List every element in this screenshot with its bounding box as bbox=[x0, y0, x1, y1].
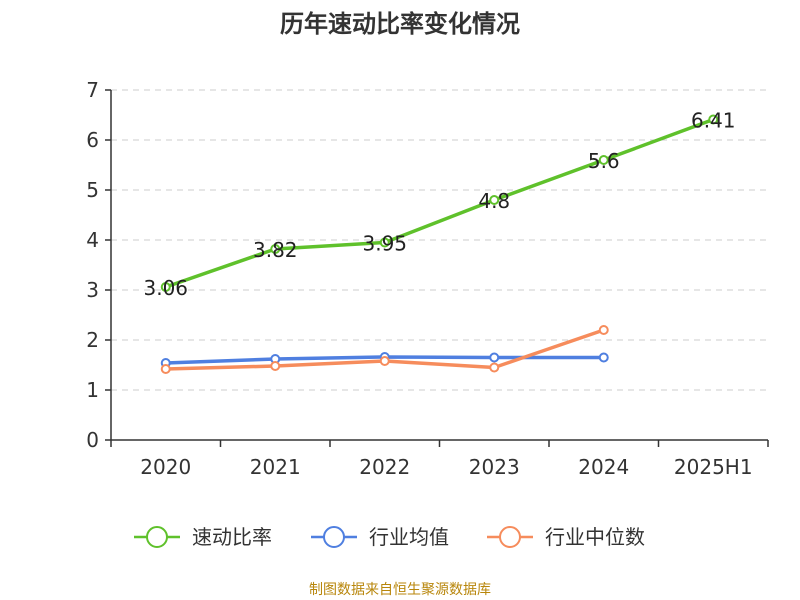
legend-marker-1 bbox=[146, 526, 168, 548]
x-tick-label: 2022 bbox=[359, 455, 410, 479]
series-point-1 bbox=[708, 114, 719, 125]
data-label: 3.95 bbox=[362, 232, 407, 256]
data-label: 4.8 bbox=[478, 189, 510, 213]
legend-label-2: 行业均值 bbox=[369, 525, 449, 549]
series-point-3 bbox=[489, 362, 500, 373]
data-label: 6.41 bbox=[691, 109, 736, 133]
x-tick-label: 2021 bbox=[250, 455, 301, 479]
series-point-1 bbox=[489, 195, 500, 205]
series-point-3 bbox=[160, 364, 171, 374]
y-tick-label: 6 bbox=[86, 128, 99, 152]
data-label: 3.06 bbox=[143, 276, 188, 300]
data-label: 5.6 bbox=[588, 149, 620, 173]
legend: 速动比率 行业均值 行业中位数 bbox=[134, 525, 645, 549]
legend-marker-3 bbox=[499, 526, 521, 548]
series-point-2 bbox=[598, 352, 609, 363]
axes: 0 1 2 3 4 5 6 7 2020 2021 2022 2023 2024 2025H1 bbox=[86, 78, 769, 479]
legend-marker-2 bbox=[323, 526, 345, 548]
chart-title: 历年速动比率变化情况 bbox=[280, 10, 520, 38]
series-point-1 bbox=[270, 244, 281, 254]
y-tick-label: 7 bbox=[86, 78, 99, 102]
series-point-1 bbox=[598, 155, 609, 165]
series-point-1 bbox=[160, 282, 171, 292]
series-point-2 bbox=[489, 352, 500, 363]
legend-label-1: 速动比率 bbox=[192, 525, 272, 549]
y-tick-label: 1 bbox=[86, 378, 99, 402]
series bbox=[160, 114, 719, 374]
x-tick-label: 2025H1 bbox=[674, 455, 753, 479]
x-tick-label: 2020 bbox=[140, 455, 191, 479]
series-point-3 bbox=[598, 325, 609, 335]
x-tick-label: 2023 bbox=[469, 455, 520, 479]
series-point-3 bbox=[270, 361, 281, 371]
series-point-1 bbox=[379, 237, 390, 248]
y-tick-label: 0 bbox=[86, 428, 99, 452]
x-tick-label: 2024 bbox=[578, 455, 629, 479]
source-note: 制图数据来自恒生聚源数据库 bbox=[309, 582, 491, 598]
y-tick-label: 5 bbox=[86, 178, 99, 202]
series-line-1 bbox=[165, 117, 714, 289]
data-label: 3.82 bbox=[253, 238, 298, 262]
series-point-3 bbox=[379, 356, 390, 366]
legend-label-3: 行业中位数 bbox=[545, 525, 645, 549]
y-tick-label: 3 bbox=[86, 278, 99, 302]
data-labels: 3.06 3.82 3.95 4.8 5.6 6.41 bbox=[143, 109, 735, 301]
y-tick-label: 4 bbox=[86, 228, 99, 252]
y-tick-label: 2 bbox=[86, 328, 99, 352]
